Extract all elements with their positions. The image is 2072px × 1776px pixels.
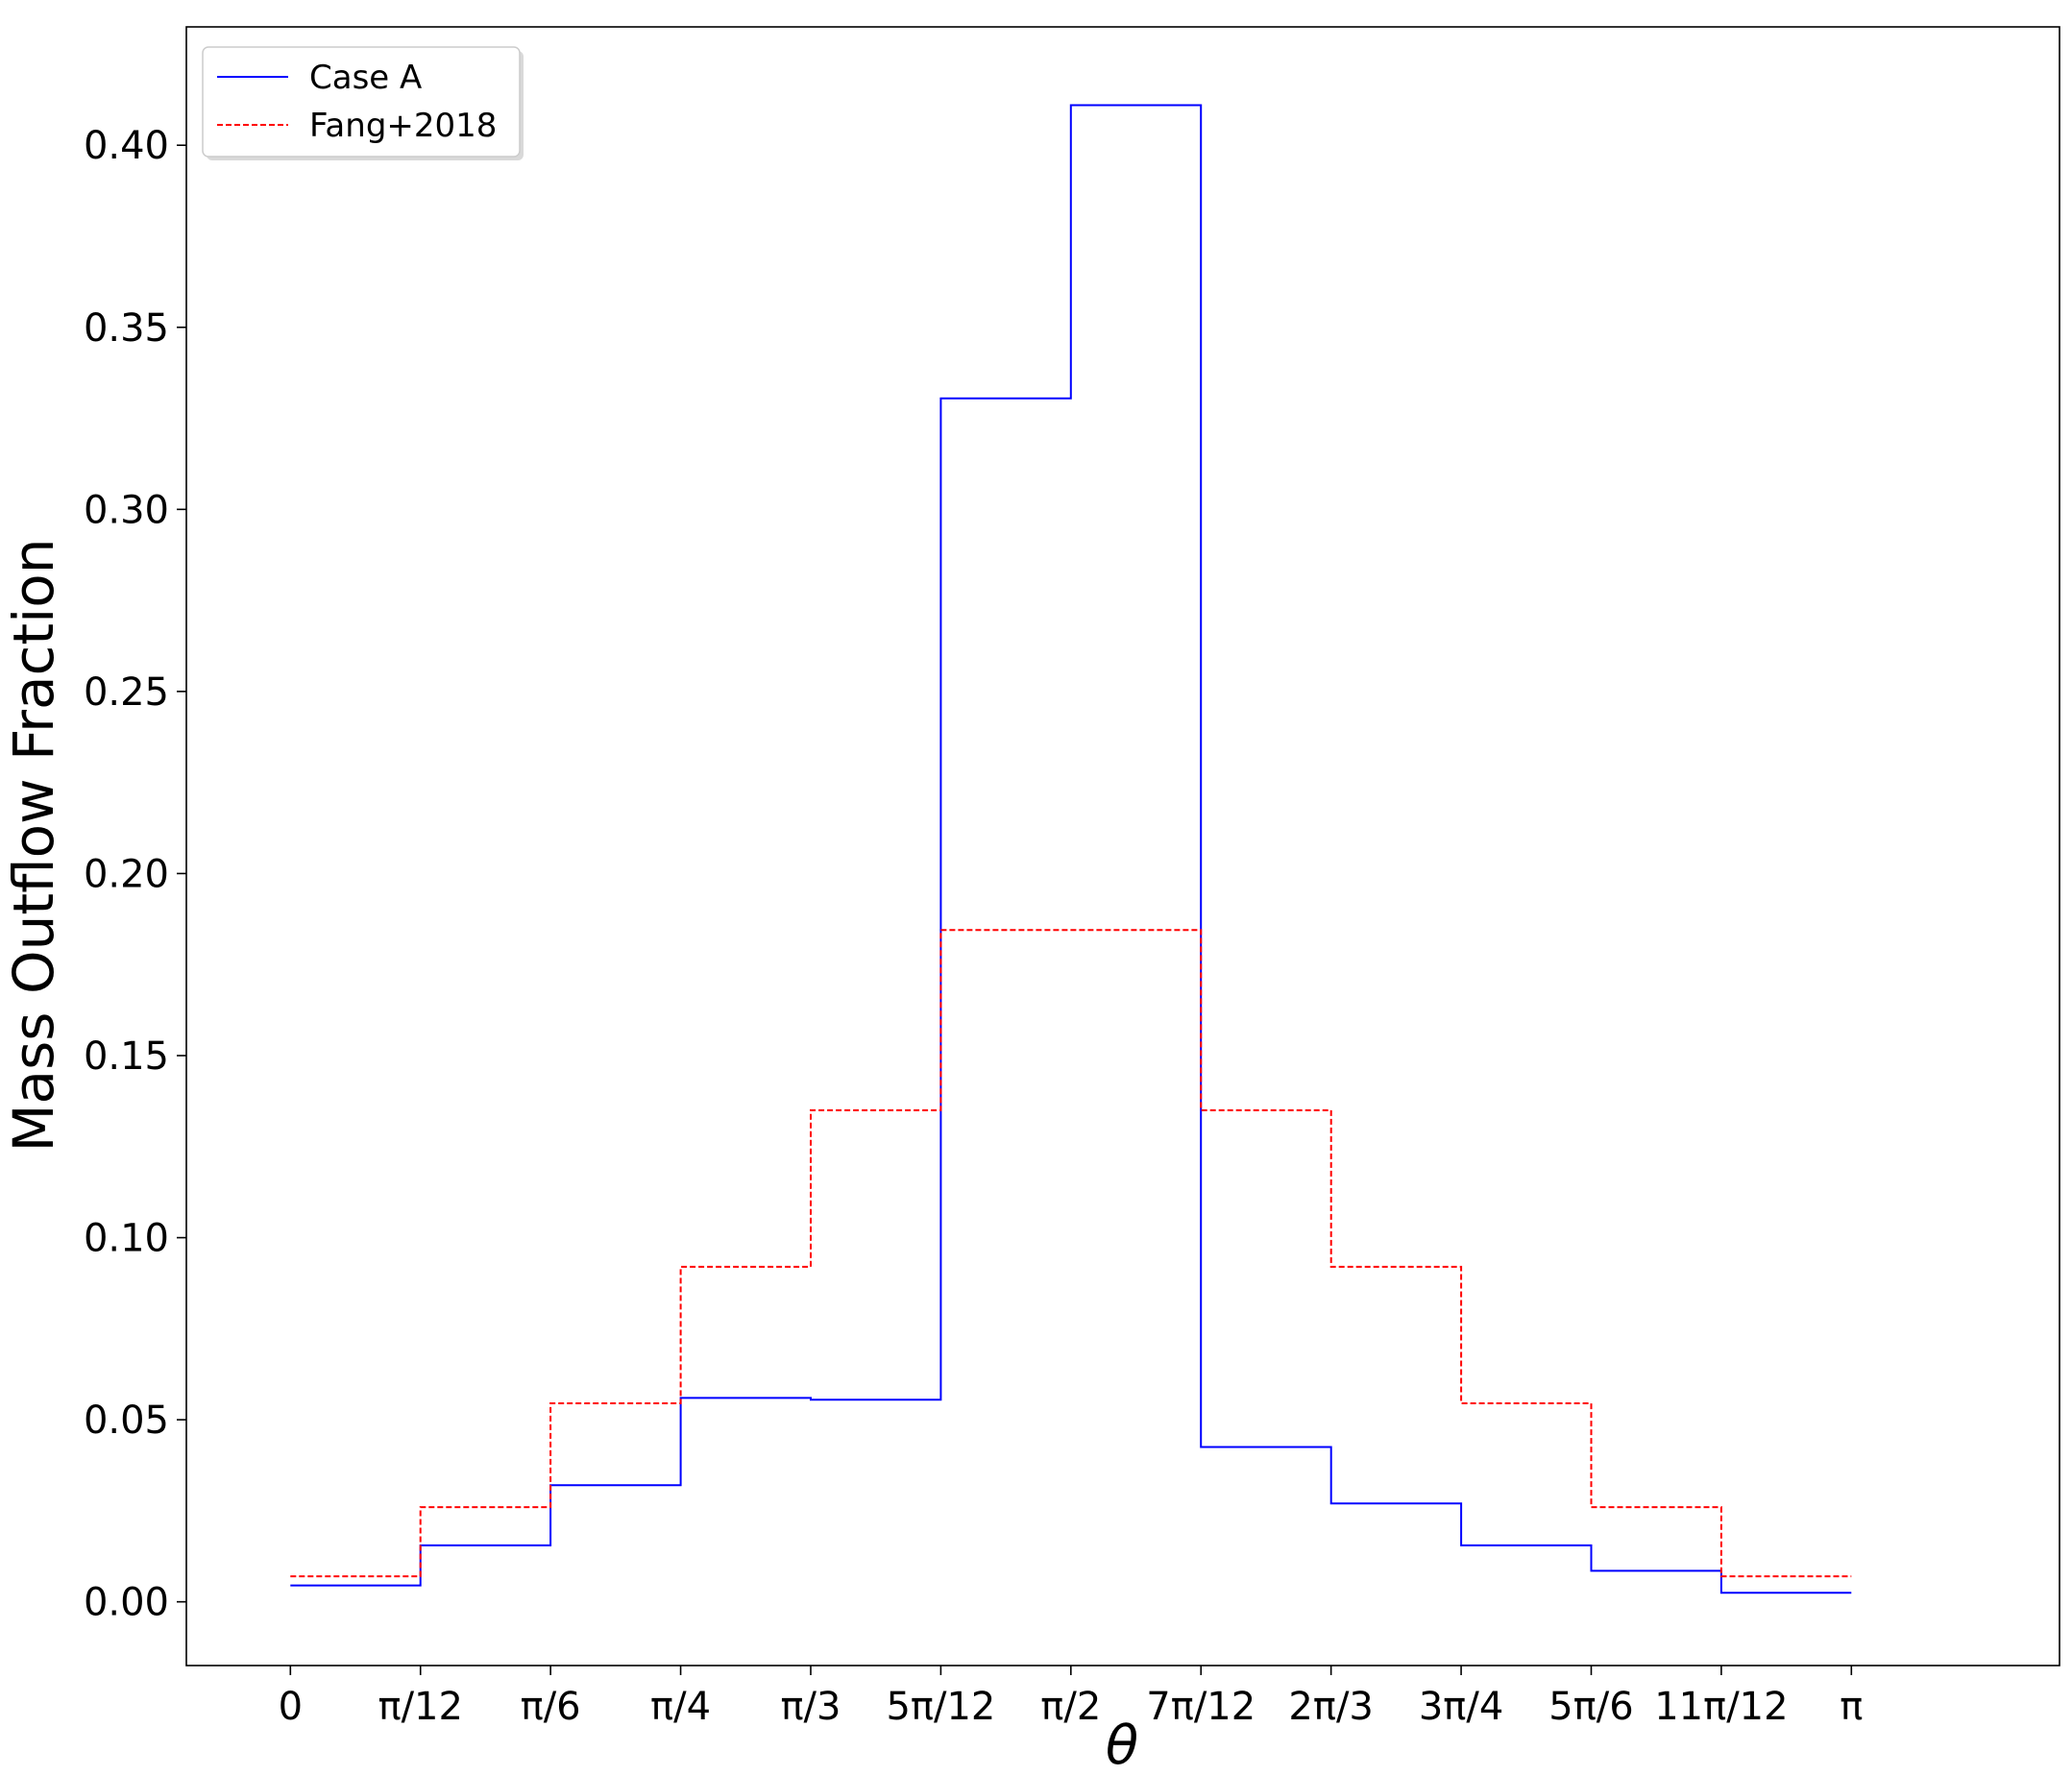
plot-frame [185,26,2060,1667]
y-tick-label: 0.25 [84,670,169,715]
legend-box [202,46,521,158]
x-tick-label: 5π/6 [1548,1685,1633,1729]
legend: Case A Fang+2018 [202,46,524,160]
x-tick-label: 7π/12 [1146,1685,1255,1729]
x-tick-label: 5π/12 [886,1685,995,1729]
series-line-fang-2018 [290,929,1852,1578]
y-axis-label: Mass Outflow Fraction [1,538,66,1152]
x-tick-label: π/3 [780,1685,841,1729]
x-tick-label: π/2 [1040,1685,1101,1729]
x-axis-label: θ [1106,1715,1138,1776]
x-tick-label: π/4 [650,1685,711,1729]
x-tick-labels: 0 π/12 π/6 π/4 π/3 5π/12 π/2 7π/12 2π/3 3π/4 5π/6 1… [279,1685,1864,1729]
x-tick-label: π/6 [521,1685,581,1729]
y-tick-label: 0.30 [84,488,169,532]
legend-label-fang-2018: Fang+2018 [309,107,497,145]
x-tick-label: 0 [279,1685,303,1729]
x-tick-label: π/12 [378,1685,462,1729]
y-tick-labels: 0.00 0.05 0.10 0.15 0.20 0.25 0.30 0.35 0.40 [84,124,169,1624]
y-tick-label: 0.15 [84,1034,169,1079]
series-lines [290,104,1852,1594]
y-tick-label: 0.20 [84,852,169,896]
y-tick-label: 0.40 [84,124,169,168]
y-tick-marks [177,144,186,1603]
y-tick-label: 0.05 [84,1399,169,1443]
x-tick-label: 2π/3 [1288,1685,1373,1729]
y-tick-label: 0.35 [84,306,169,351]
x-tick-marks [289,1666,1853,1675]
plot-background [186,27,2060,1666]
x-tick-label: 3π/4 [1419,1685,1503,1729]
legend-label-case-a: Case A [309,59,422,97]
x-tick-label: π [1840,1685,1863,1729]
x-tick-label: 11π/12 [1654,1685,1788,1729]
y-tick-label: 0.00 [84,1581,169,1625]
y-tick-label: 0.10 [84,1217,169,1261]
